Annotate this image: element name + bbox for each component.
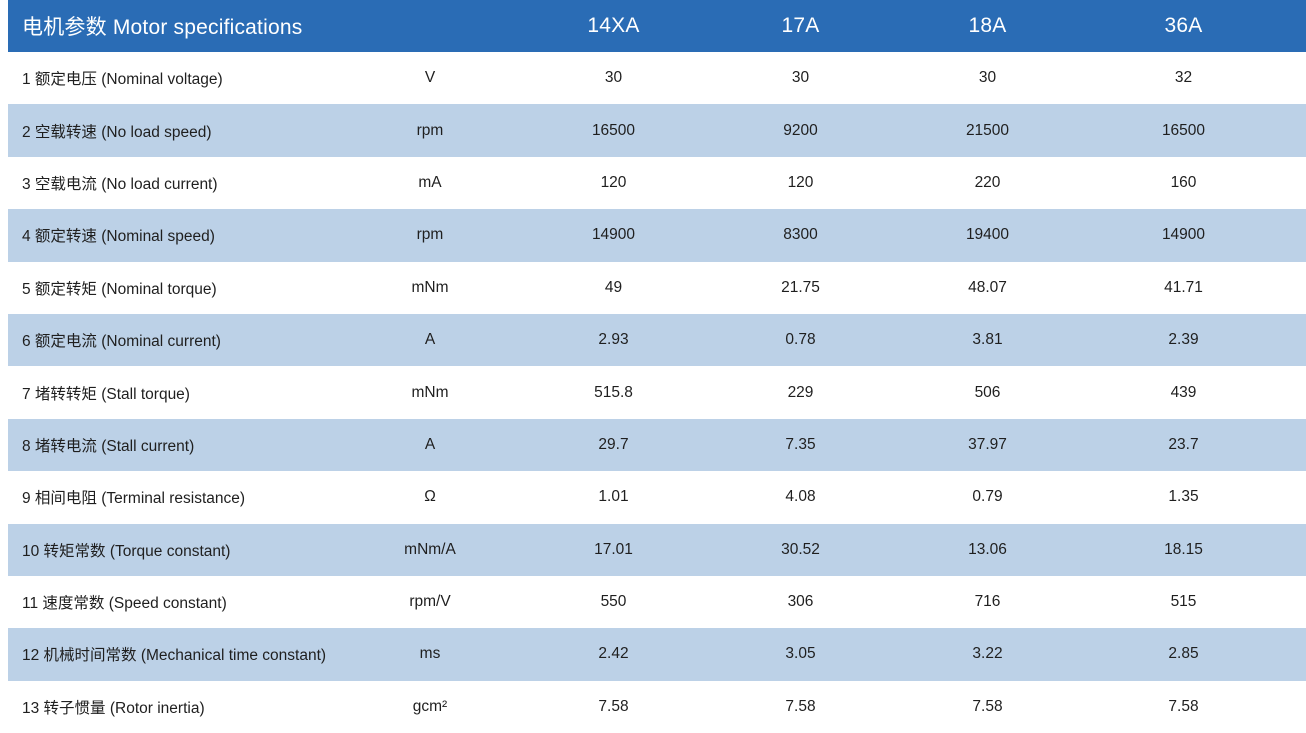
row-value: 14900 <box>1161 226 1206 244</box>
row-unit: Ω <box>424 488 436 506</box>
row-value: 9200 <box>783 121 818 139</box>
row-value: 16500 <box>1161 121 1206 139</box>
row-unit: mA <box>418 173 442 191</box>
table-row: 1 额定电压 (Nominal voltage) V 30 30 30 32 <box>8 52 1306 104</box>
row-value: 48.07 <box>968 278 1007 296</box>
row-value: 1.01 <box>598 488 629 506</box>
row-value: 30 <box>604 69 623 87</box>
row-value: 2.85 <box>1168 645 1199 663</box>
row-value: 30 <box>978 69 997 87</box>
row-value: 2.42 <box>598 645 629 663</box>
row-label: 3 空载电流 (No load current) <box>22 175 218 193</box>
row-value: 8300 <box>783 226 818 244</box>
row-value: 7.35 <box>785 435 816 453</box>
row-value: 49 <box>604 278 623 296</box>
row-value: 7.58 <box>972 697 1003 715</box>
row-label: 4 额定转速 (Nominal speed) <box>22 228 215 246</box>
row-value: 16500 <box>591 121 636 139</box>
row-value: 32 <box>1174 69 1193 87</box>
row-label: 8 堵转电流 (Stall current) <box>22 437 195 455</box>
row-value: 229 <box>787 383 814 401</box>
row-value: 30.52 <box>781 540 820 558</box>
row-value: 37.97 <box>968 435 1007 453</box>
row-value: 7.58 <box>785 697 816 715</box>
row-label: 5 额定转矩 (Nominal torque) <box>22 280 217 298</box>
row-value: 3.05 <box>785 645 816 663</box>
row-unit: rpm <box>416 226 444 244</box>
row-unit: mNm/A <box>404 540 456 558</box>
row-value: 21.75 <box>781 278 820 296</box>
column-header-17a: 17A <box>781 14 820 37</box>
table-row: 7 堵转转矩 (Stall torque) mNm 515.8 229 506 439 <box>8 366 1306 418</box>
row-value: 41.71 <box>1164 278 1203 296</box>
row-value: 306 <box>787 593 814 611</box>
table-row: 5 额定转矩 (Nominal torque) mNm 49 21.75 48.07 41… <box>8 262 1306 314</box>
row-value: 13.06 <box>968 540 1007 558</box>
row-value: 0.79 <box>972 488 1003 506</box>
column-header-36a: 36A <box>1164 14 1203 37</box>
motor-spec-table: 电机参数 Motor specifications 14XA 17A 18A 3… <box>8 0 1306 733</box>
row-unit: A <box>424 331 436 349</box>
table-header-row: 电机参数 Motor specifications 14XA 17A 18A 3… <box>8 0 1306 52</box>
row-value: 14900 <box>591 226 636 244</box>
row-label: 13 转子惯量 (Rotor inertia) <box>22 699 205 717</box>
row-value: 7.58 <box>1168 697 1199 715</box>
table-row: 2 空载转速 (No load speed) rpm 16500 9200 21500 1… <box>8 104 1306 157</box>
row-value: 1.35 <box>1168 488 1199 506</box>
row-value: 515 <box>1170 593 1197 611</box>
table-row: 11 速度常数 (Speed constant) rpm/V 550 306 716 51… <box>8 576 1306 628</box>
row-value: 2.39 <box>1168 331 1199 349</box>
row-value: 30 <box>791 69 810 87</box>
row-value: 23.7 <box>1168 435 1199 453</box>
table-row: 6 额定电流 (Nominal current) A 2.93 0.78 3.81 2.3… <box>8 313 1306 367</box>
row-value: 3.22 <box>972 645 1003 663</box>
row-label: 6 额定电流 (Nominal current) <box>22 333 221 351</box>
row-value: 0.78 <box>785 331 816 349</box>
row-unit: rpm <box>416 121 444 139</box>
row-value: 29.7 <box>598 435 629 453</box>
table-row: 9 相间电阻 (Terminal resistance) Ω 1.01 4.08 0.7… <box>8 471 1306 523</box>
row-label: 9 相间电阻 (Terminal resistance) <box>22 490 246 508</box>
row-label: 2 空载转速 (No load speed) <box>22 123 212 141</box>
row-value: 160 <box>1170 173 1197 191</box>
row-value: 550 <box>600 593 627 611</box>
table-row: 3 空载电流 (No load current) mA 120 120 220 160 <box>8 157 1306 209</box>
column-header-14xa: 14XA <box>587 14 640 37</box>
row-value: 7.58 <box>598 697 629 715</box>
row-value: 716 <box>974 593 1001 611</box>
row-label: 1 额定电压 (Nominal voltage) <box>22 71 223 89</box>
row-value: 19400 <box>965 226 1010 244</box>
row-value: 120 <box>600 173 627 191</box>
row-unit: A <box>424 435 436 453</box>
row-label: 7 堵转转矩 (Stall torque) <box>22 385 190 403</box>
table-row: 13 转子惯量 (Rotor inertia) gcm² 7.58 7.58 7.58 7… <box>8 681 1306 733</box>
row-unit: gcm² <box>412 697 448 715</box>
table-row: 8 堵转电流 (Stall current) A 29.7 7.35 37.97 23.7 <box>8 418 1306 472</box>
table-row: 10 转矩常数 (Torque constant) mNm/A 17.01 30.52… <box>8 523 1306 576</box>
row-value: 515.8 <box>594 383 633 401</box>
row-value: 4.08 <box>785 488 816 506</box>
row-unit: V <box>424 69 436 87</box>
table-row: 12 机械时间常数 (Mechanical time constant) ms 2.… <box>8 628 1306 681</box>
row-unit: mNm <box>411 383 449 401</box>
row-value: 439 <box>1170 383 1197 401</box>
column-header-18a: 18A <box>968 14 1007 37</box>
table-row: 4 额定转速 (Nominal speed) rpm 14900 8300 19400 1… <box>8 209 1306 262</box>
row-unit: rpm/V <box>409 593 451 611</box>
row-value: 3.81 <box>972 331 1003 349</box>
row-value: 18.15 <box>1164 540 1203 558</box>
row-value: 2.93 <box>598 331 629 349</box>
table-title: 电机参数 Motor specifications <box>22 16 303 39</box>
row-value: 17.01 <box>594 540 633 558</box>
row-value: 21500 <box>965 121 1010 139</box>
row-value: 506 <box>974 383 1001 401</box>
row-unit: mNm <box>411 278 449 296</box>
row-label: 12 机械时间常数 (Mechanical time constant) <box>22 647 327 665</box>
row-value: 220 <box>974 173 1001 191</box>
row-label: 10 转矩常数 (Torque constant) <box>22 542 231 560</box>
row-label: 11 速度常数 (Speed constant) <box>22 595 227 613</box>
row-value: 120 <box>787 173 814 191</box>
row-unit: ms <box>419 645 441 663</box>
